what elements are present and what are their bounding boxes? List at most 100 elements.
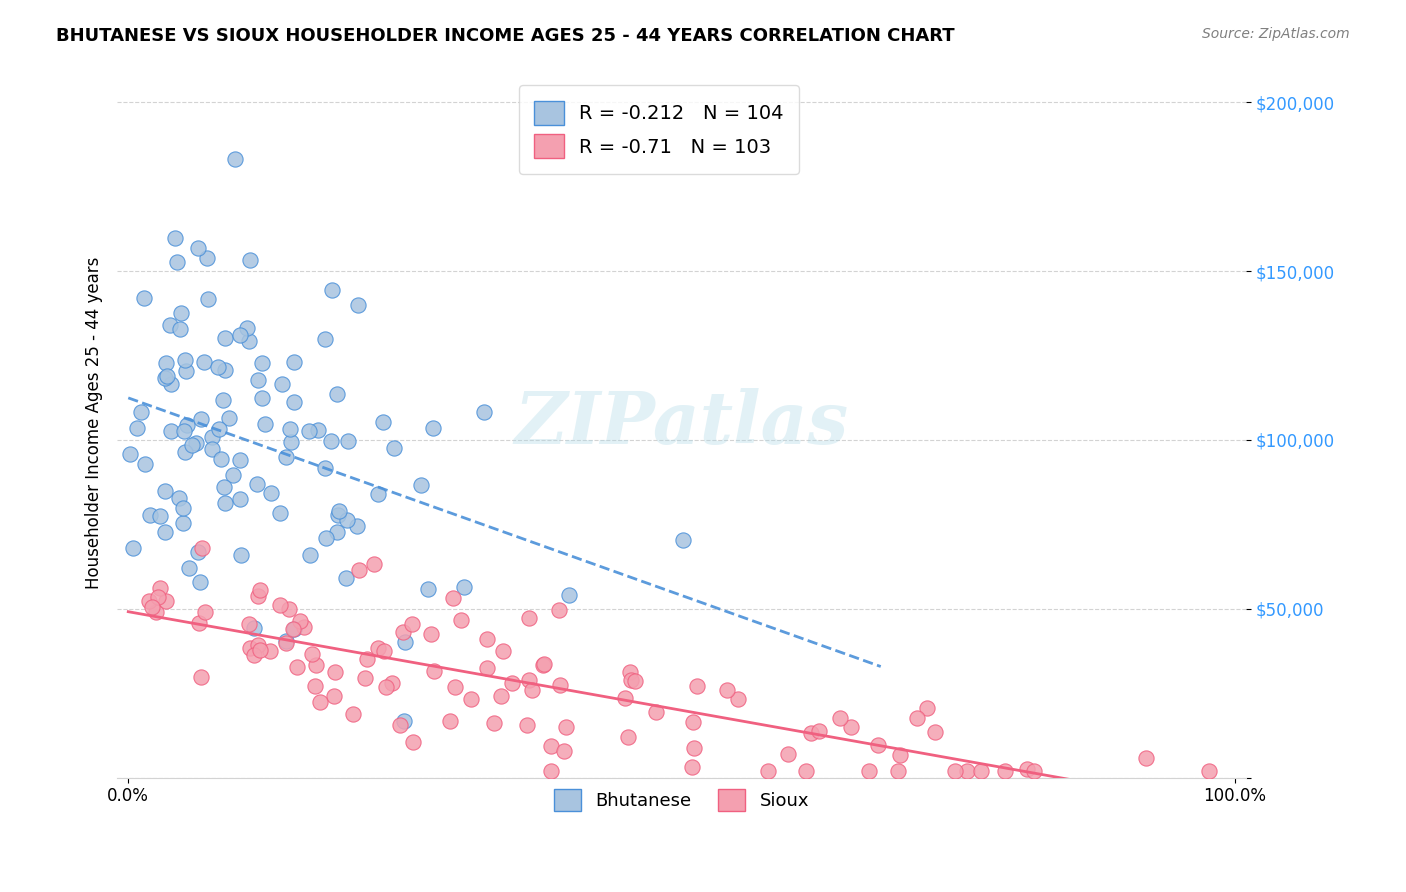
Point — [187, 545, 209, 559]
Point — [174, 352, 197, 367]
Point — [682, 740, 704, 755]
Point — [238, 334, 260, 348]
Point — [800, 726, 823, 740]
Point — [336, 434, 359, 449]
Text: BHUTANESE VS SIOUX HOUSEHOLDER INCOME AGES 25 - 44 YEARS CORRELATION CHART: BHUTANESE VS SIOUX HOUSEHOLDER INCOME AG… — [56, 27, 955, 45]
Point — [347, 298, 370, 312]
Point — [246, 477, 269, 491]
Point — [401, 617, 423, 632]
Point — [254, 417, 277, 431]
Point — [389, 718, 412, 732]
Point — [159, 318, 181, 333]
Point — [402, 735, 425, 749]
Point — [1015, 763, 1038, 777]
Point — [211, 392, 233, 407]
Point — [274, 450, 297, 464]
Point — [305, 658, 328, 673]
Point — [209, 452, 232, 467]
Point — [520, 683, 543, 698]
Point — [131, 405, 153, 419]
Point — [283, 622, 305, 636]
Point — [139, 508, 162, 523]
Point — [190, 574, 212, 589]
Point — [259, 644, 281, 658]
Point — [672, 533, 695, 548]
Point — [645, 706, 668, 720]
Point — [623, 673, 645, 688]
Point — [321, 283, 343, 297]
Point — [176, 418, 198, 433]
Point — [540, 739, 562, 754]
Point — [889, 747, 911, 762]
Point — [242, 648, 264, 662]
Point — [373, 644, 395, 658]
Point — [170, 306, 193, 320]
Point — [371, 416, 394, 430]
Point — [149, 581, 172, 595]
Point — [304, 679, 326, 693]
Point — [118, 447, 141, 461]
Point — [915, 701, 938, 715]
Point — [619, 665, 641, 679]
Point — [956, 764, 979, 778]
Point — [153, 524, 176, 539]
Point — [441, 591, 464, 605]
Point — [416, 582, 439, 596]
Point — [242, 621, 264, 635]
Point — [169, 322, 191, 336]
Point — [298, 548, 321, 562]
Point — [174, 364, 197, 378]
Point — [187, 241, 209, 255]
Point — [145, 605, 167, 619]
Point — [287, 659, 309, 673]
Point — [229, 548, 252, 562]
Point — [207, 421, 229, 435]
Point — [259, 485, 281, 500]
Point — [335, 571, 357, 585]
Point — [207, 359, 229, 374]
Point — [153, 371, 176, 385]
Point — [167, 491, 190, 505]
Point — [214, 496, 236, 510]
Point — [193, 355, 215, 369]
Point — [756, 764, 779, 778]
Point — [970, 764, 993, 778]
Point — [716, 682, 738, 697]
Point — [554, 720, 576, 734]
Point — [197, 292, 219, 306]
Point — [276, 634, 298, 648]
Point — [190, 411, 212, 425]
Point — [277, 811, 299, 825]
Point — [274, 636, 297, 650]
Point — [828, 711, 851, 725]
Point — [808, 723, 831, 738]
Point — [308, 695, 330, 709]
Point — [134, 457, 156, 471]
Point — [146, 590, 169, 604]
Point — [325, 665, 347, 679]
Point — [558, 588, 581, 602]
Text: Source: ZipAtlas.com: Source: ZipAtlas.com — [1202, 27, 1350, 41]
Point — [342, 706, 364, 721]
Point — [392, 624, 415, 639]
Point — [228, 453, 250, 467]
Point — [269, 506, 291, 520]
Point — [374, 680, 396, 694]
Point — [681, 760, 703, 774]
Point — [839, 720, 862, 734]
Point — [314, 461, 336, 475]
Point — [482, 715, 505, 730]
Point — [613, 691, 636, 706]
Point — [160, 424, 183, 438]
Point — [321, 434, 343, 448]
Text: ZIPatlas: ZIPatlas — [515, 387, 849, 458]
Point — [195, 251, 218, 265]
Point — [283, 355, 305, 369]
Point — [138, 593, 160, 607]
Point — [172, 500, 194, 515]
Point — [246, 374, 269, 388]
Point — [250, 391, 273, 405]
Point — [394, 714, 416, 728]
Point — [474, 404, 496, 418]
Point — [155, 594, 177, 608]
